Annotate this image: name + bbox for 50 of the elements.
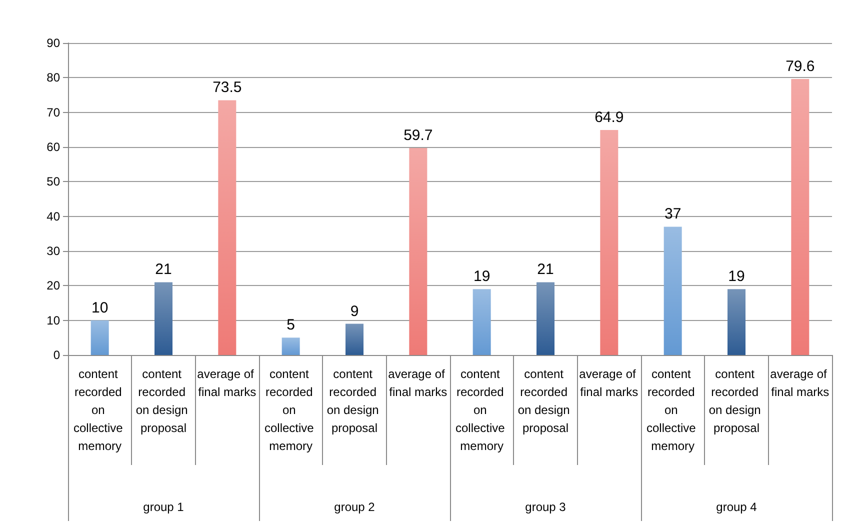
y-tick-label: 50: [46, 174, 60, 189]
x-tick-label: content recorded on design proposal: [518, 367, 574, 435]
x-tick-label: content recorded on design proposal: [708, 367, 764, 435]
text: group 4: [716, 500, 758, 514]
bar: [728, 289, 746, 355]
y-tick-label: 30: [46, 244, 60, 258]
data-label: 21: [155, 261, 172, 278]
data-label: 21: [537, 261, 554, 278]
bar: [282, 338, 300, 355]
data-label: 79.6: [786, 58, 815, 76]
bar: [600, 130, 618, 355]
data-label: 5: [286, 316, 296, 334]
x-tick-label: content recorded on collective memory: [455, 367, 508, 453]
y-tick-label: 60: [46, 140, 60, 154]
y-tick-label: 90: [46, 36, 60, 50]
text: group 3: [525, 500, 566, 514]
x-tick-label: average of final marks: [197, 367, 258, 399]
data-label: 9: [350, 302, 359, 320]
data-label: 73.5: [212, 79, 242, 96]
x-tick-label: content recorded on collective memory: [264, 367, 318, 453]
bar: [664, 226, 682, 355]
data-label: 64.9: [594, 109, 624, 126]
data-label: 19: [473, 268, 490, 286]
bar: [472, 289, 491, 355]
data-label: 10: [91, 299, 108, 316]
bar: [90, 320, 109, 355]
bar: [218, 100, 236, 355]
bar: [791, 79, 810, 355]
bar: [536, 282, 554, 355]
bar: [409, 148, 428, 355]
bar: [346, 324, 364, 355]
x-tick-label: content recorded on design proposal: [136, 367, 192, 435]
y-tick-label: 10: [46, 313, 60, 328]
text: group 2: [334, 500, 376, 514]
text: group 1: [143, 500, 184, 514]
y-tick-label: 80: [46, 70, 60, 85]
data-label: 19: [728, 268, 745, 286]
y-tick-label: 0: [53, 348, 60, 362]
x-tick-label: content recorded on design proposal: [326, 367, 382, 435]
data-label: 37: [664, 206, 682, 223]
y-tick-label: 40: [46, 209, 60, 224]
data-label: 59.7: [404, 127, 433, 144]
x-tick-label: content recorded on collective memory: [73, 367, 126, 453]
y-tick-label: 20: [46, 278, 60, 293]
bar: [154, 282, 172, 355]
y-tick-label: 70: [46, 105, 60, 120]
x-tick-label: average of final marks: [770, 367, 830, 399]
x-tick-label: average of final marks: [388, 367, 448, 399]
x-tick-label: content recorded on collective memory: [646, 367, 700, 453]
x-tick-label: average of final marks: [579, 367, 640, 399]
